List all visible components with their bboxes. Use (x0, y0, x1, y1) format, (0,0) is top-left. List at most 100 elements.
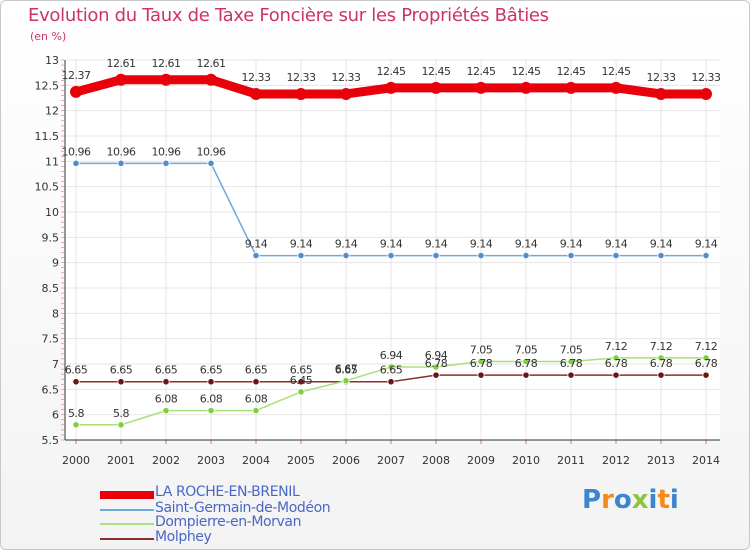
data-point (72, 421, 80, 429)
legend-swatch (100, 538, 154, 540)
data-label: 6.65 (245, 364, 268, 377)
y-tick-label: 12 (45, 105, 59, 118)
data-label: 9.14 (335, 238, 358, 251)
data-point (387, 363, 395, 371)
data-point (522, 251, 530, 260)
data-point (342, 377, 350, 385)
data-point (702, 251, 710, 260)
data-label: 6.65 (65, 364, 88, 377)
proxiti-logo: Proxiti (582, 485, 679, 515)
data-label: 6.08 (200, 393, 223, 406)
data-point (72, 159, 80, 167)
y-tick-label: 8 (52, 307, 59, 320)
data-point (250, 87, 262, 100)
data-label: 7.12 (605, 340, 628, 353)
data-label: 6.94 (425, 349, 448, 362)
data-point (340, 87, 352, 100)
data-label: 9.14 (515, 238, 538, 251)
data-label: 6.45 (290, 374, 313, 387)
data-point (205, 73, 217, 86)
data-label: 12.45 (422, 65, 451, 78)
legend-label: Saint-Germain-de-Modéon (155, 500, 331, 516)
data-label: 6.65 (335, 364, 358, 377)
data-label: 12.33 (692, 71, 721, 84)
data-point (117, 378, 125, 386)
data-point (520, 81, 532, 94)
y-tick-label: 9.5 (42, 231, 60, 244)
data-label: 9.14 (290, 238, 313, 251)
data-point (475, 81, 487, 94)
data-point (567, 357, 575, 366)
logo-letter: r (601, 485, 614, 515)
data-label: 6.08 (155, 393, 178, 406)
x-tick-label: 2006 (332, 454, 360, 467)
data-point (117, 159, 125, 167)
data-label: 9.14 (695, 238, 718, 251)
data-point (295, 87, 307, 100)
data-point (655, 87, 667, 100)
legend-label: Dompierre-en-Morvan (155, 514, 302, 530)
data-point (160, 73, 172, 86)
logo-letter: i (648, 485, 658, 515)
data-point (162, 159, 170, 167)
data-point (657, 251, 665, 260)
data-label: 10.96 (197, 145, 226, 158)
y-tick-label: 10 (45, 206, 59, 219)
x-tick-label: 2001 (107, 454, 135, 467)
x-tick-label: 2002 (152, 454, 180, 467)
data-label: 6.65 (380, 364, 403, 377)
data-label: 5.8 (113, 407, 129, 420)
data-label: 6.65 (290, 364, 313, 377)
data-label: 12.33 (647, 71, 676, 84)
data-point (522, 357, 530, 366)
data-point (612, 251, 620, 260)
legend-swatch (100, 491, 154, 499)
legend-swatch (100, 509, 154, 511)
data-point (252, 251, 260, 260)
data-point (700, 87, 712, 100)
data-label: 12.37 (62, 69, 91, 82)
data-label: 7.05 (470, 343, 493, 356)
chart-title: Evolution du Taux de Taxe Foncière sur l… (28, 5, 549, 26)
logo-letter: t (657, 485, 670, 515)
data-point (297, 378, 305, 386)
data-point (297, 388, 305, 396)
data-label: 6.78 (470, 357, 493, 370)
data-label: 9.14 (380, 238, 403, 251)
data-point (72, 378, 80, 386)
y-tick-label: 10.5 (35, 181, 60, 194)
data-label: 9.14 (245, 238, 268, 251)
data-label: 12.61 (107, 57, 136, 70)
y-tick-label: 7 (52, 358, 59, 371)
legend-label: Molphey (155, 529, 212, 545)
data-label: 6.65 (110, 364, 133, 377)
data-point (432, 371, 440, 379)
data-point (207, 378, 215, 386)
data-label: 9.14 (560, 238, 583, 251)
y-tick-label: 6.5 (42, 383, 60, 396)
data-label: 12.45 (512, 65, 541, 78)
data-point (252, 378, 260, 386)
data-label: 6.67 (335, 363, 358, 376)
data-label: 12.33 (332, 71, 361, 84)
data-label: 12.45 (557, 65, 586, 78)
data-point (207, 407, 215, 415)
data-point (432, 251, 440, 260)
data-label: 10.96 (62, 145, 91, 158)
data-point (567, 251, 575, 260)
data-point (565, 81, 577, 94)
x-tick-label: 2009 (467, 454, 495, 467)
y-tick-label: 13 (45, 54, 59, 67)
data-label: 6.78 (650, 357, 673, 370)
data-label: 7.05 (560, 343, 583, 356)
y-tick-label: 9 (52, 257, 59, 270)
legend-swatch (100, 523, 154, 525)
y-tick-label: 6 (52, 409, 59, 422)
data-point (387, 251, 395, 260)
x-tick-label: 2011 (557, 454, 585, 467)
data-point (385, 81, 397, 94)
data-label: 6.65 (200, 364, 223, 377)
data-point (567, 371, 575, 379)
data-point (477, 371, 485, 379)
y-tick-label: 11 (45, 155, 59, 168)
